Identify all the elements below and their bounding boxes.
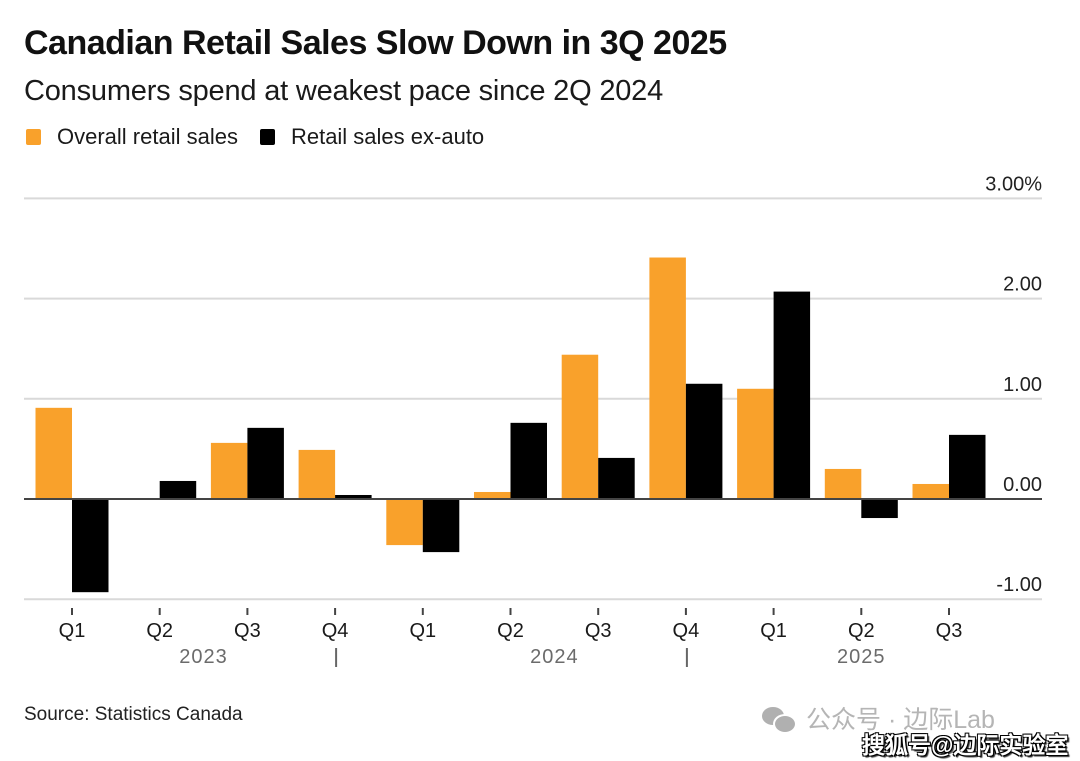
bar-retail-sales-ex-auto xyxy=(685,383,723,499)
source-note: Source: Statistics Canada xyxy=(24,704,243,725)
legend-swatch-ex-auto xyxy=(259,129,275,145)
legend: Overall retail sales Retail sales ex-aut… xyxy=(26,124,506,150)
bar-retail-sales-ex-auto xyxy=(773,291,811,499)
legend-item-overall: Overall retail sales xyxy=(26,124,238,150)
x-tick-label: Q1 xyxy=(59,620,86,642)
x-tick-label: Q1 xyxy=(409,620,436,642)
x-tick-label: Q1 xyxy=(760,620,787,642)
bar-retail-sales-ex-auto xyxy=(598,457,635,499)
year-label: 2025 xyxy=(837,646,886,668)
bar-overall-retail-sales xyxy=(649,257,686,499)
bar-retail-sales-ex-auto xyxy=(335,494,372,499)
year-label: 2024 xyxy=(530,646,579,668)
y-tick-label: 3.00% xyxy=(985,173,1042,195)
y-tick-label: 1.00 xyxy=(1003,374,1042,396)
bar-overall-retail-sales xyxy=(386,499,423,546)
bars xyxy=(35,257,986,593)
bar-retail-sales-ex-auto xyxy=(247,427,284,499)
bar-retail-sales-ex-auto xyxy=(510,422,547,499)
x-tick-label: Q2 xyxy=(848,620,875,642)
watermark-sohu: 搜狐号@边际实验室 xyxy=(862,732,1069,758)
bar-overall-retail-sales xyxy=(298,449,336,499)
bar-retail-sales-ex-auto xyxy=(422,499,460,553)
year-label: 2023 xyxy=(179,646,228,668)
x-tick-label: Q2 xyxy=(146,620,173,642)
gridlines xyxy=(24,197,1042,601)
legend-label-overall: Overall retail sales xyxy=(57,124,238,149)
x-tick-label: Q4 xyxy=(673,620,700,642)
bar-retail-sales-ex-auto xyxy=(159,480,197,499)
x-tick-label: Q3 xyxy=(234,620,261,642)
x-tick-label: Q3 xyxy=(585,620,612,642)
bar-overall-retail-sales xyxy=(737,388,774,499)
tick-labels: 3.00% 2.00 1.00 0.00 -1.00 Q1 Q2 Q3 Q4 Q1 Q2 Q3 Q4 Q1… xyxy=(59,173,1043,668)
watermark-wechat: 公众号 · 边际Lab xyxy=(762,700,995,736)
wechat-icon xyxy=(762,705,797,734)
bar-overall-retail-sales xyxy=(474,491,511,499)
legend-swatch-overall xyxy=(26,129,41,145)
y-tick-label: 0.00 xyxy=(1003,474,1042,496)
bar-overall-retail-sales xyxy=(210,442,248,499)
bar-retail-sales-ex-auto xyxy=(949,434,986,499)
chart-title: Canadian Retail Sales Slow Down in 3Q 20… xyxy=(24,24,727,62)
x-tick-label: Q3 xyxy=(936,620,963,642)
y-tick-label: 2.00 xyxy=(1003,274,1042,296)
bar-retail-sales-ex-auto xyxy=(72,499,109,593)
legend-item-ex-auto: Retail sales ex-auto xyxy=(259,124,485,150)
x-tick-label: Q4 xyxy=(322,620,349,642)
watermark-wechat-text: 公众号 · 边际Lab xyxy=(806,706,995,734)
bar-overall-retail-sales xyxy=(824,468,862,499)
bar-overall-retail-sales xyxy=(561,354,599,499)
bar-overall-retail-sales xyxy=(912,483,949,499)
chart-subtitle: Consumers spend at weakest pace since 2Q… xyxy=(24,75,664,107)
legend-label-ex-auto: Retail sales ex-auto xyxy=(290,124,485,149)
axes xyxy=(24,498,1042,667)
x-tick-label: Q2 xyxy=(497,620,524,642)
y-tick-label: -1.00 xyxy=(996,574,1042,596)
bar-overall-retail-sales xyxy=(35,407,72,499)
bar-retail-sales-ex-auto xyxy=(861,499,898,519)
